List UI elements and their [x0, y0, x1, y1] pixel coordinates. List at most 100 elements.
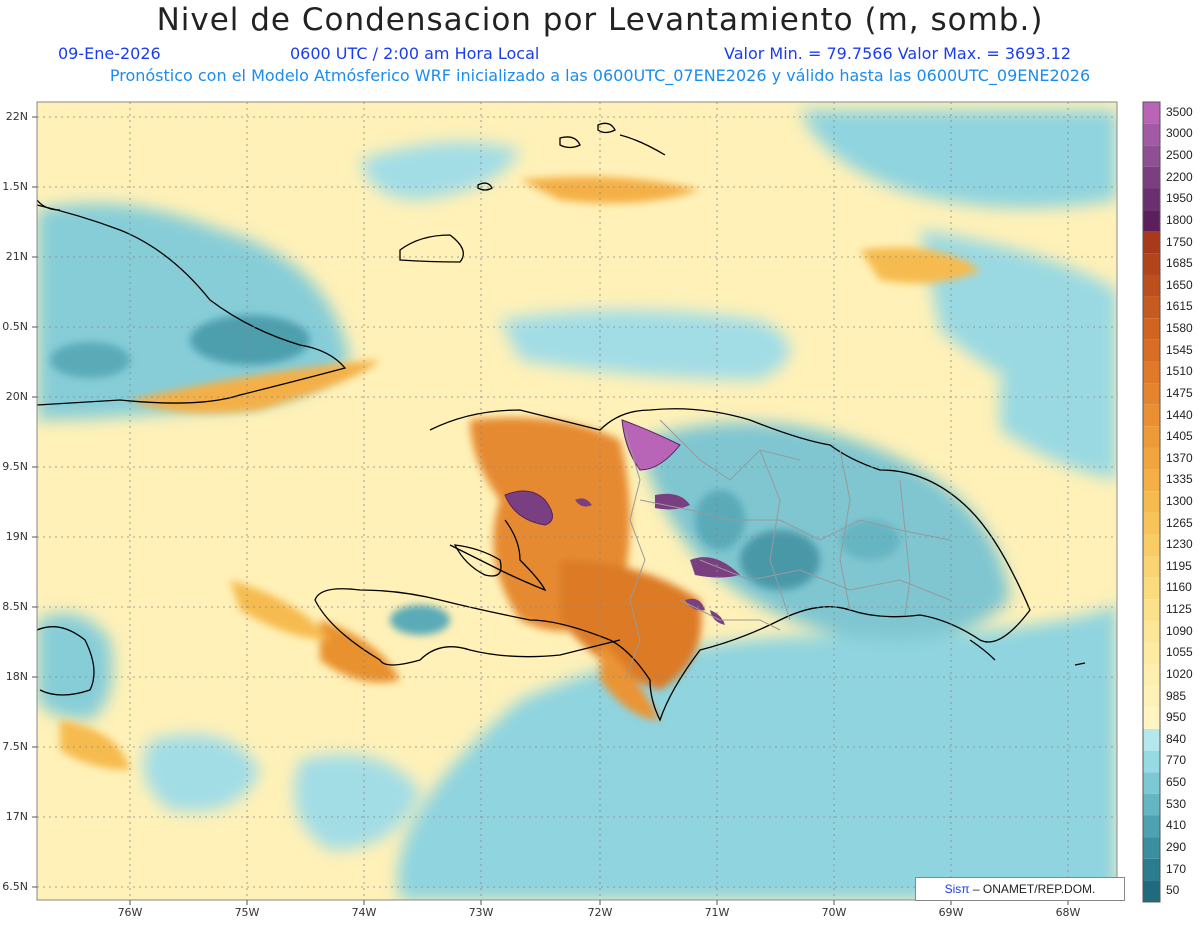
colorbar-swatch [1143, 296, 1160, 319]
lon-label: 71W [704, 906, 730, 919]
lon-label: 70W [821, 906, 847, 919]
colorbar-swatch [1143, 664, 1160, 686]
coastlines [37, 122, 1086, 722]
lat-label: 22N [5, 110, 28, 123]
lat-label: 6.5N [2, 880, 28, 893]
colorbar-swatch [1143, 599, 1160, 621]
forecast-date: 09-Ene-2026 [58, 44, 161, 63]
colorbar-swatch [1143, 750, 1160, 773]
very-high-lcl-patches [504, 419, 740, 625]
sispi-logo: Sisπ [944, 882, 970, 896]
colorbar-level-label: 410 [1166, 818, 1187, 833]
colorbar-level-label: 1750 [1166, 234, 1193, 249]
colorbar-level-label: 1055 [1166, 645, 1193, 660]
model-description: Pronóstico con el Modelo Atmósferico WRF… [109, 66, 1091, 85]
colorbar-level-label: 530 [1166, 796, 1187, 811]
credit-box: Sisπ – ONAMET/REP.DOM. [915, 877, 1125, 901]
lon-label: 73W [468, 906, 494, 919]
colorbar-level-label: 50 [1166, 883, 1180, 898]
colorbar-level-label: 1195 [1166, 558, 1192, 573]
colorbar-level-label: 1160 [1166, 580, 1192, 595]
high-lcl-field [60, 176, 980, 770]
lat-label: 21N [5, 250, 28, 263]
colorbar-level-label: 840 [1166, 731, 1187, 746]
colorbar-level-label: 1265 [1166, 515, 1193, 530]
colorbar-swatch [1143, 145, 1160, 167]
colorbar-level-label: 1545 [1166, 342, 1193, 357]
lon-label: 75W [234, 906, 260, 919]
colorbar-swatch [1143, 534, 1160, 557]
colorbar-level-label: 650 [1166, 775, 1187, 790]
colorbar-swatch [1143, 102, 1160, 124]
colorbar-swatch [1143, 880, 1160, 902]
lat-label: 18N [5, 670, 28, 683]
plot-frame [36, 101, 1118, 901]
colorbar-swatch [1143, 253, 1160, 275]
colorbar-swatch [1143, 469, 1160, 492]
colorbar-swatch [1143, 123, 1160, 146]
lon-label: 68W [1055, 906, 1081, 919]
colorbar-swatch [1143, 231, 1160, 254]
min-max-values: Valor Min. = 79.7566 Valor Max. = 3693.1… [724, 44, 1072, 63]
lat-label: 20N [5, 390, 28, 403]
colorbar-level-label: 1950 [1166, 191, 1193, 206]
lat-label: 17N [5, 810, 28, 823]
colorbar-level-label: 1615 [1166, 299, 1193, 314]
colorbar [1142, 101, 1161, 903]
colorbar-frame [1142, 101, 1161, 903]
colorbar-level-label: 1650 [1166, 277, 1193, 292]
colorbar-level-label: 1800 [1166, 212, 1193, 227]
colorbar-swatch [1143, 577, 1160, 600]
colorbar-level-label: 1335 [1166, 472, 1193, 487]
colorbar-swatch [1143, 815, 1160, 838]
colorbar-level-label: 1300 [1166, 494, 1193, 508]
map-title: Nivel de Condensacion por Levantamiento … [156, 2, 1044, 38]
colorbar-swatch [1143, 642, 1160, 665]
lon-label: 72W [587, 906, 613, 919]
lon-label: 76W [117, 906, 143, 919]
colorbar-swatch [1143, 426, 1160, 448]
colorbar-level-label: 950 [1166, 710, 1187, 725]
colorbar-level-label: 1685 [1166, 256, 1193, 271]
colorbar-level-label: 1370 [1166, 450, 1193, 465]
colorbar-level-label: 770 [1166, 753, 1187, 768]
colorbar-level-label: 1405 [1166, 429, 1193, 444]
lat-label: 0.5N [2, 320, 28, 333]
colorbar-swatch [1143, 404, 1160, 427]
colorbar-swatch [1143, 729, 1160, 751]
colorbar-swatch [1143, 166, 1160, 189]
lat-label: 8.5N [2, 600, 28, 613]
lon-label: 69W [938, 906, 964, 919]
lat-label: 1.5N [2, 180, 28, 193]
colorbar-swatch [1143, 685, 1160, 708]
colorbar-swatch [1143, 793, 1160, 816]
colorbar-swatch [1143, 447, 1160, 470]
colorbar-swatch [1143, 556, 1160, 578]
colorbar-level-label: 1090 [1166, 623, 1193, 638]
colorbar-swatch [1143, 512, 1160, 535]
colorbar-swatch [1143, 837, 1160, 859]
colorbar-level-label: 290 [1166, 839, 1187, 854]
colorbar-swatch [1143, 210, 1160, 232]
colorbar-level-label: 2500 [1166, 148, 1193, 163]
colorbar-swatch [1143, 858, 1160, 881]
colorbar-level-label: 1475 [1166, 385, 1193, 400]
colorbar-level-label: 1230 [1166, 537, 1193, 552]
colorbar-level-label: 3500 [1166, 104, 1193, 119]
colorbar-swatch [1143, 383, 1160, 405]
colorbar-level-label: 1125 [1166, 602, 1192, 617]
forecast-time: 0600 UTC / 2:00 am Hora Local [290, 44, 540, 63]
colorbar-level-label: 1020 [1166, 666, 1193, 681]
lat-label: 19N [5, 530, 28, 543]
lat-label: 9.5N [2, 460, 28, 473]
lat-label: 7.5N [2, 740, 28, 753]
colorbar-level-label: 1580 [1166, 321, 1193, 336]
lon-label: 74W [351, 906, 377, 919]
colorbar-level-label: 2200 [1166, 169, 1193, 184]
graticule [37, 102, 1117, 900]
colorbar-level-label: 985 [1166, 688, 1187, 703]
colorbar-level-label: 170 [1166, 861, 1187, 876]
province-boundaries [624, 419, 951, 681]
colorbar-swatch [1143, 620, 1160, 643]
